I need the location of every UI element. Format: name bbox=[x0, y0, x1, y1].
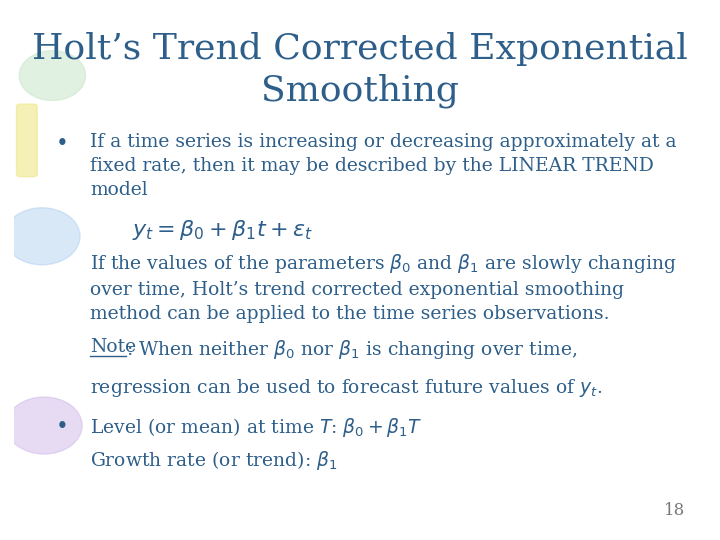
Text: : When neither $\beta_0$ nor $\beta_1$ is changing over time,: : When neither $\beta_0$ nor $\beta_1$ i… bbox=[126, 339, 577, 361]
Text: 18: 18 bbox=[664, 502, 685, 519]
FancyBboxPatch shape bbox=[17, 104, 37, 177]
Circle shape bbox=[4, 208, 80, 265]
Text: Growth rate (or trend): $\beta_1$: Growth rate (or trend): $\beta_1$ bbox=[91, 449, 338, 472]
Circle shape bbox=[6, 397, 82, 454]
Circle shape bbox=[19, 51, 86, 100]
Text: $y_t = \beta_0 + \beta_1 t + \varepsilon_t$: $y_t = \beta_0 + \beta_1 t + \varepsilon… bbox=[132, 218, 313, 242]
Text: Note: Note bbox=[91, 339, 137, 356]
Text: regression can be used to forecast future values of $y_t$.: regression can be used to forecast futur… bbox=[91, 377, 603, 399]
Text: Level (or mean) at time $T$: $\beta_0 + \beta_1 T$: Level (or mean) at time $T$: $\beta_0 + … bbox=[91, 416, 423, 439]
Text: •: • bbox=[56, 133, 68, 154]
Text: If the values of the parameters $\beta_0$ and $\beta_1$ are slowly changing
over: If the values of the parameters $\beta_0… bbox=[91, 252, 677, 323]
Text: Holt’s Trend Corrected Exponential
Smoothing: Holt’s Trend Corrected Exponential Smoot… bbox=[32, 31, 688, 108]
Text: If a time series is increasing or decreasing approximately at a
fixed rate, then: If a time series is increasing or decrea… bbox=[91, 133, 677, 199]
Text: •: • bbox=[56, 416, 68, 438]
